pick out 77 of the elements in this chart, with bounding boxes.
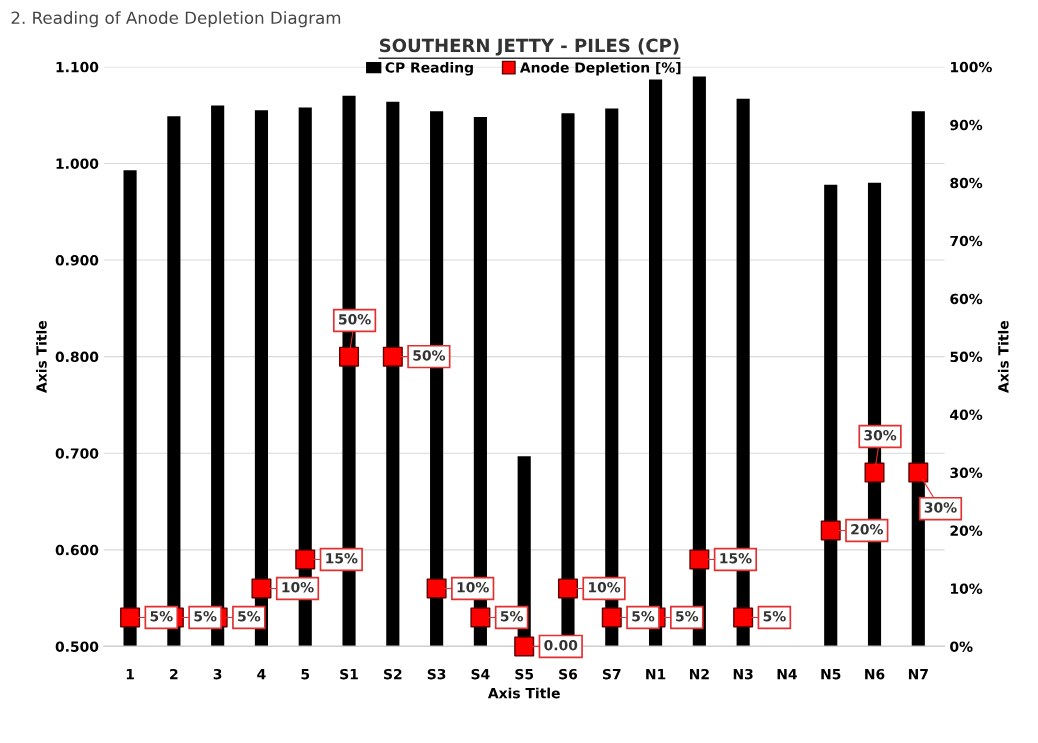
point — [557, 578, 578, 599]
data-label: 5% — [150, 610, 173, 622]
point — [295, 549, 316, 570]
legend-label: Anode Depletion [%] — [519, 61, 681, 76]
y-tick-label: 1.000 — [56, 158, 99, 169]
x-tick-label: N6 — [865, 668, 885, 680]
y2-tick-label: 90% — [950, 119, 983, 131]
data-label: 5% — [194, 610, 217, 622]
y2-tick-label: 80% — [950, 177, 983, 189]
point — [733, 607, 754, 628]
y2-tick-label: 40% — [950, 409, 983, 421]
x-tick-label: S3 — [427, 668, 446, 680]
point — [120, 607, 141, 628]
data-label: 30% — [864, 429, 897, 441]
y2-tick-label: 50% — [950, 351, 983, 363]
data-label: 5% — [763, 610, 786, 622]
data-label: 5% — [632, 610, 655, 622]
data-label: 30% — [924, 502, 957, 513]
point — [864, 462, 885, 483]
y-tick-label: 0.900 — [55, 255, 99, 266]
x-tick-label: 1 — [126, 669, 134, 680]
data-label: 10% — [457, 581, 489, 593]
x-tick-label: N5 — [821, 669, 841, 680]
y2-tick-label: 20% — [950, 525, 983, 536]
point — [908, 462, 929, 483]
point — [514, 636, 535, 657]
point — [601, 607, 622, 628]
x-tick-label: N4 — [777, 669, 797, 680]
y2-tick-label: 70% — [950, 235, 983, 247]
data-label: 10% — [282, 581, 314, 593]
y-axis-title: Axis Title — [36, 321, 47, 393]
data-label: 20% — [851, 524, 883, 535]
x-tick-label: S2 — [383, 668, 402, 680]
y2-tick-label: 100% — [951, 61, 992, 73]
data-label: 15% — [326, 553, 358, 564]
x-tick-label: N7 — [908, 669, 928, 680]
data-label: 15% — [720, 553, 752, 564]
point — [426, 578, 447, 599]
data-label: 50% — [413, 350, 446, 361]
legend-label: CP Reading — [385, 61, 473, 76]
point — [820, 520, 841, 541]
x-tick-label: S5 — [515, 668, 534, 680]
x-tick-label: N2 — [689, 668, 709, 680]
data-label: 0.00 — [544, 639, 578, 651]
point — [339, 346, 360, 367]
chart-title: SOUTHERN JETTY - PILES (CP) — [379, 38, 679, 56]
y-tick-label: 0.700 — [55, 448, 99, 459]
text: 2. Reading of Anode Depletion Diagram — [11, 11, 341, 28]
y2-tick-label: 30% — [950, 467, 983, 479]
y2-tick-label: 0% — [950, 641, 973, 652]
x-tick-label: S4 — [471, 668, 490, 680]
point — [251, 578, 272, 599]
y2-axis-title: Axis Title — [997, 321, 1009, 393]
x-tick-label: S6 — [559, 668, 578, 680]
y-tick-label: 0.600 — [55, 544, 99, 556]
x-tick-label: 4 — [257, 669, 266, 680]
x-axis-title: Axis Title — [487, 687, 560, 699]
x-tick-label: 2 — [170, 668, 178, 680]
data-label: 10% — [588, 581, 621, 593]
x-tick-label: S7 — [602, 668, 621, 680]
data-label: 5% — [676, 610, 699, 622]
data-label: 5% — [500, 610, 523, 622]
y2-tick-label: 60% — [950, 293, 983, 305]
x-tick-label: 3 — [213, 668, 222, 680]
x-tick-label: S1 — [340, 668, 358, 680]
y-tick-label: 0.800 — [55, 351, 99, 363]
x-tick-label: N1 — [646, 669, 666, 680]
data-label: 5% — [238, 610, 261, 622]
x-tick-label: N3 — [733, 668, 753, 680]
y-tick-label: 1.100 — [56, 61, 99, 73]
data-label: 50% — [339, 314, 371, 325]
x-tick-label: 5 — [301, 669, 310, 680]
point — [470, 607, 491, 628]
y2-tick-label: 10% — [951, 583, 983, 594]
point — [382, 346, 403, 367]
point — [689, 549, 710, 570]
y-tick-label: 0.500 — [55, 641, 99, 652]
